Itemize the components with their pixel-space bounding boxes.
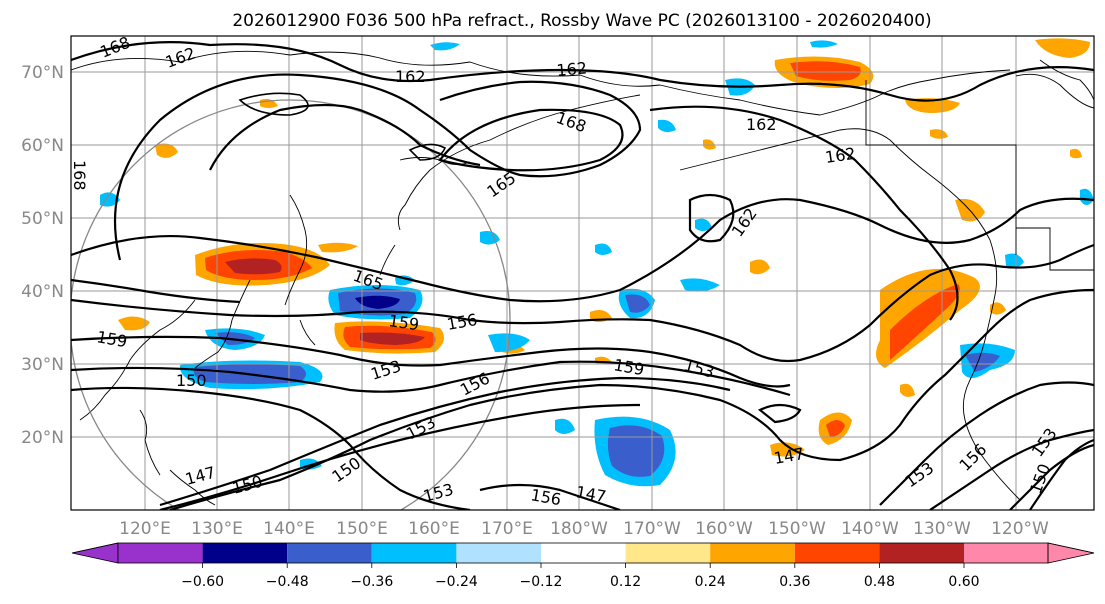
colorbar: −0.60 −0.48 −0.36 −0.24 −0.12 0.12 0.24 … xyxy=(71,542,1095,590)
longitude-labels: 120°E 130°E 140°E 150°E 160°E 170°E 180°… xyxy=(119,519,1049,539)
svg-text:70°N: 70°N xyxy=(21,63,64,83)
svg-text:140°W: 140°W xyxy=(841,519,899,539)
svg-text:150°W: 150°W xyxy=(768,519,826,539)
colorbar-segment xyxy=(118,543,203,563)
svg-text:50°N: 50°N xyxy=(21,209,64,229)
svg-text:162: 162 xyxy=(556,58,588,80)
svg-text:40°N: 40°N xyxy=(21,282,64,302)
colorbar-segment xyxy=(879,543,964,563)
svg-text:170°W: 170°W xyxy=(623,519,681,539)
svg-text:120°W: 120°W xyxy=(991,519,1049,539)
svg-text:20°N: 20°N xyxy=(21,428,64,448)
svg-text:30°N: 30°N xyxy=(21,355,64,375)
colorbar-tick: −0.24 xyxy=(435,574,478,590)
colorbar-segment xyxy=(794,543,880,563)
colorbar-segment xyxy=(371,543,457,563)
svg-text:130°E: 130°E xyxy=(191,519,243,539)
colorbar-tick: 0.48 xyxy=(864,574,895,590)
svg-text:162: 162 xyxy=(824,144,857,167)
colorbar-segment xyxy=(541,543,626,563)
colorbar-high-extension xyxy=(1047,542,1095,564)
colorbar-segment xyxy=(964,543,1048,563)
latitude-labels: 70°N 60°N 50°N 40°N 30°N 20°N xyxy=(21,63,64,448)
svg-text:170°E: 170°E xyxy=(481,519,533,539)
svg-text:162: 162 xyxy=(395,67,426,86)
colorbar-low-extension xyxy=(71,542,119,564)
height-contours xyxy=(71,41,1094,510)
svg-text:160°E: 160°E xyxy=(408,519,460,539)
colorbar-segment xyxy=(456,543,541,563)
colorbar-tick: 0.36 xyxy=(779,574,810,590)
colorbar-tick: −0.12 xyxy=(520,574,563,590)
colorbar-segment xyxy=(287,543,372,563)
map-frame xyxy=(70,35,1095,511)
svg-text:140°E: 140°E xyxy=(263,519,315,539)
svg-text:159: 159 xyxy=(387,311,420,334)
colorbar-tick: −0.60 xyxy=(181,574,224,590)
colorbar-segment xyxy=(625,543,711,563)
colorbar-tick: 0.12 xyxy=(610,574,641,590)
svg-text:130°W: 130°W xyxy=(913,519,971,539)
colorbar-tick: 0.24 xyxy=(695,574,726,590)
colorbar-tick: −0.36 xyxy=(350,574,393,590)
colorbar-segment xyxy=(202,543,288,563)
colorbar-segment xyxy=(710,543,795,563)
svg-text:180°W: 180°W xyxy=(550,519,608,539)
reference-circle xyxy=(71,99,511,510)
svg-text:160°W: 160°W xyxy=(695,519,753,539)
colorbar-tick: 0.60 xyxy=(948,574,979,590)
svg-text:60°N: 60°N xyxy=(21,136,64,156)
svg-text:150°E: 150°E xyxy=(336,519,388,539)
svg-text:150: 150 xyxy=(176,371,207,390)
svg-text:120°E: 120°E xyxy=(119,519,171,539)
colorbar-tick: −0.48 xyxy=(266,574,309,590)
svg-text:162: 162 xyxy=(746,115,777,134)
figure-title: 2026012900 F036 500 hPa refract., Rossby… xyxy=(232,11,931,31)
svg-text:168: 168 xyxy=(70,160,89,191)
